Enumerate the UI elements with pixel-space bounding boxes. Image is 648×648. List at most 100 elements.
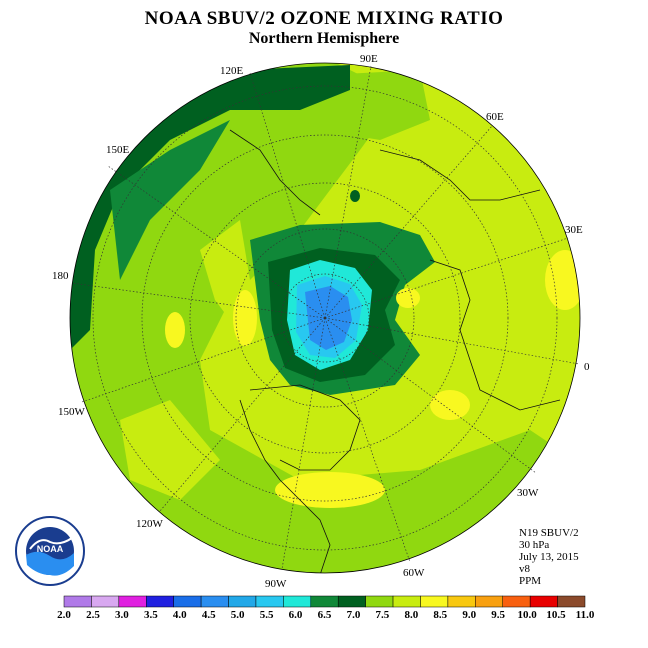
colorbar-label: 5.5 <box>260 609 274 621</box>
colorbar-label: 8.0 <box>404 609 418 621</box>
logo-bird <box>29 537 73 550</box>
coastlines <box>229 129 561 573</box>
logo-wave <box>26 551 74 576</box>
map-subtitle: Northern Hemisphere <box>248 30 400 47</box>
min-7-0-asia <box>350 190 360 202</box>
meridian-30e <box>324 237 569 319</box>
lon-label-90e: 90E <box>360 53 378 65</box>
colorbar-swatch <box>146 595 174 608</box>
colorbar-swatch <box>310 595 339 608</box>
colorbar-label: 8.5 <box>433 609 447 621</box>
lon-label-60w: 60W <box>403 567 425 579</box>
lon-label-150e: 150E <box>106 144 130 156</box>
colorbar-label: 4.0 <box>173 609 187 621</box>
lon-label-30w: 30W <box>517 487 539 499</box>
colorbar-label: 2.0 <box>57 609 71 621</box>
noaa-logo: NOAA <box>15 516 85 586</box>
max-8-5-atlantic <box>430 390 470 420</box>
colorbar-label: 7.5 <box>376 609 390 621</box>
lat-circle-80 <box>280 273 370 363</box>
colorbar-label: 4.5 <box>202 609 216 621</box>
colorbar-label: 9.5 <box>491 609 505 621</box>
colorbar-label: 10.0 <box>517 609 537 621</box>
max-8-5-europe <box>396 288 420 308</box>
meridian-0 <box>324 317 580 365</box>
max-8-5-caribbean <box>275 472 385 508</box>
lon-label-120w: 120W <box>136 518 164 530</box>
lon-label-150w: 150W <box>58 406 86 418</box>
lon-label-30e: 30E <box>565 224 583 236</box>
colorbar-swatch <box>392 595 421 608</box>
meridian-120e <box>249 72 326 319</box>
max-8-5-pacific <box>233 290 257 346</box>
colorbar-label: 7.0 <box>347 609 361 621</box>
lon-label-60e: 60E <box>486 111 504 123</box>
colorbar-swatch <box>557 595 586 608</box>
lat-circle-50 <box>141 134 509 502</box>
colorbar-swatch <box>173 595 202 608</box>
coast-europe-africa <box>429 259 561 411</box>
latitude-lines <box>92 85 558 551</box>
colorbar-swatch <box>365 595 394 608</box>
max-8-5-pacific-2 <box>165 312 185 348</box>
colorbar-label: 6.0 <box>289 609 303 621</box>
colorbar-swatch <box>200 595 229 608</box>
colorbar-swatch <box>118 595 147 608</box>
meridian-180 <box>71 282 326 319</box>
info-units: PPM <box>519 575 542 587</box>
colorbar-label: 3.5 <box>144 609 158 621</box>
meridian-60e <box>324 125 493 319</box>
lon-label-0: 0 <box>584 361 590 373</box>
colorbar-label: 5.0 <box>231 609 245 621</box>
ozone-field <box>70 63 580 573</box>
coast-north-america <box>249 384 361 471</box>
contour-5-0-polar <box>305 286 352 350</box>
colorbar-label: 9.0 <box>462 609 476 621</box>
colorbar-label: 2.5 <box>86 609 100 621</box>
meridian-90e <box>324 65 372 319</box>
contour-8-0-namerica <box>240 360 430 475</box>
coast-americas <box>239 399 331 573</box>
coast-east-asia <box>229 129 321 216</box>
colorbar-swatch <box>420 595 449 608</box>
lat-circle-70 <box>235 228 415 408</box>
colorbar-swatch <box>255 595 284 608</box>
colorbar-swatch <box>502 595 531 608</box>
colorbar-swatch <box>447 595 476 608</box>
info-instrument: N19 SBUV/2 <box>519 527 579 539</box>
colorbar: 2.0 2.5 3.0 3.5 4.0 4.5 5.0 5.5 6.0 6.5 7.0 7.5 8.0 8… <box>57 595 595 621</box>
colorbar-swatch <box>63 595 92 608</box>
info-block: N19 SBUV/2 30 hPa July 13, 2015 v8 PPM <box>519 527 579 587</box>
colorbar-swatch <box>475 595 503 608</box>
lon-label-120e: 120E <box>220 65 244 77</box>
colorbar-label: 6.5 <box>318 609 332 621</box>
colorbar-label: 11.0 <box>576 609 595 621</box>
meridian-60w <box>324 317 411 563</box>
colorbar-label: 10.5 <box>546 609 566 621</box>
meridian-90w <box>281 317 326 570</box>
colorbar-swatch <box>91 595 120 608</box>
info-version: v8 <box>519 563 530 575</box>
lat-circle-40 <box>92 85 558 551</box>
map-border <box>69 62 581 574</box>
map-title: NOAA SBUV/2 OZONE MIXING RATIO <box>144 8 504 29</box>
colorbar-swatch <box>228 595 257 608</box>
colorbar-swatch <box>283 595 312 608</box>
lon-label-180: 180 <box>52 270 69 282</box>
lon-label-90w: 90W <box>265 578 287 590</box>
meridian-150w <box>81 317 326 403</box>
coast-asia <box>379 149 541 201</box>
meridian-30w <box>324 317 537 474</box>
lat-circle-60 <box>189 182 461 454</box>
meridian-150e <box>107 165 326 319</box>
meridian-120w <box>159 317 326 512</box>
colorbar-swatch <box>529 595 558 608</box>
info-date: July 13, 2015 <box>519 551 579 563</box>
colorbar-swatch <box>337 595 366 608</box>
colorbar-label: 3.0 <box>115 609 129 621</box>
contour-6-5-west <box>110 120 230 280</box>
max-8-5-east <box>545 250 580 310</box>
meridian-lines <box>71 65 580 570</box>
info-level: 30 hPa <box>519 539 550 551</box>
